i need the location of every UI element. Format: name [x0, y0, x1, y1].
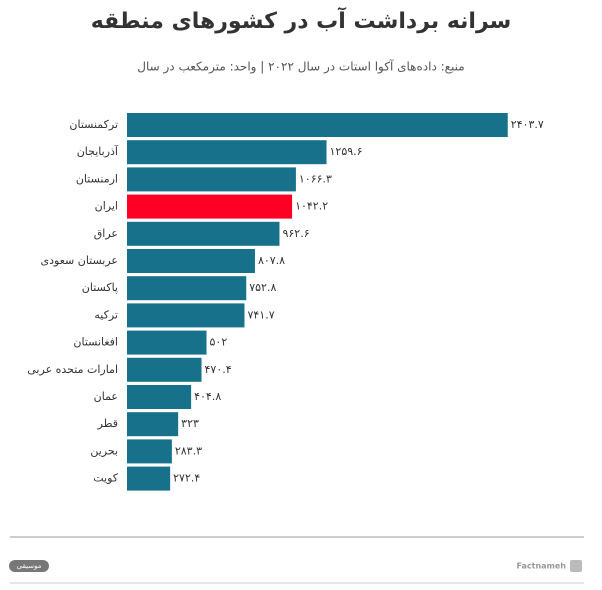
brand: Factnameh — [516, 562, 566, 571]
bar — [127, 412, 179, 437]
value-label: ۳۲۳ — [181, 417, 199, 430]
bar — [127, 276, 247, 301]
y-tick-label: عربستان سعودی — [41, 254, 118, 267]
bar — [127, 221, 280, 246]
value-label: ۱۰۶۶.۳ — [299, 172, 332, 185]
badge — [9, 560, 49, 572]
bar — [127, 167, 296, 192]
value-label: ۸۰۷.۸ — [258, 254, 285, 267]
y-tick-label: امارات متحده عربی — [27, 363, 118, 376]
value-label: ۲۸۳.۳ — [175, 444, 202, 457]
y-tick-label: افغانستان — [73, 336, 118, 349]
y-tick-label: کویت — [93, 472, 119, 485]
bar — [127, 249, 255, 273]
bar — [127, 466, 171, 491]
value-label: ۷۴۱.۷ — [247, 308, 274, 321]
y-tick-label: آذربایجان — [77, 144, 119, 158]
value-label: ۴۰۴.۸ — [194, 390, 221, 403]
value-label: ۷۵۲.۸ — [249, 281, 276, 294]
y-tick-label: ترکیه — [94, 308, 118, 321]
value-label: ۲۷۲.۴ — [173, 472, 200, 485]
y-tick-label: ترکمنستان — [69, 118, 118, 131]
value-label: ۱۲۵۹.۶ — [330, 145, 363, 158]
value-label: ۵۰۲ — [210, 336, 228, 349]
bar — [127, 330, 207, 355]
chart-subtitle: منبع: داده‌های آکوا استات در سال ۲۰۲۲ | … — [137, 59, 464, 75]
y-tick-label: ارمنستان — [76, 172, 118, 185]
bar — [127, 140, 327, 165]
y-tick-label: پاکستان — [82, 281, 118, 294]
value-label: ۱۰۴۲.۲ — [295, 200, 328, 213]
value-label: ۴۷۰.۴ — [205, 363, 232, 376]
y-tick-label: عمان — [94, 390, 118, 403]
bar — [127, 194, 293, 219]
badge-text: موسیقی — [17, 562, 42, 570]
brand-logo — [570, 560, 582, 572]
value-label: ۲۴۰۳.۷ — [511, 118, 544, 131]
bar — [127, 385, 192, 409]
bar — [127, 439, 172, 464]
y-tick-label: عراق — [94, 227, 118, 240]
y-tick-label: بحرین — [90, 444, 118, 457]
y-tick-label: ایران — [95, 200, 118, 213]
y-tick-label: قطر — [97, 417, 118, 430]
bar — [127, 113, 508, 137]
chart-title: سرانه برداشت آب در کشورهای منطقه — [91, 6, 512, 34]
bar — [127, 357, 202, 382]
bar — [127, 303, 245, 328]
value-label: ۹۶۲.۶ — [282, 227, 309, 240]
